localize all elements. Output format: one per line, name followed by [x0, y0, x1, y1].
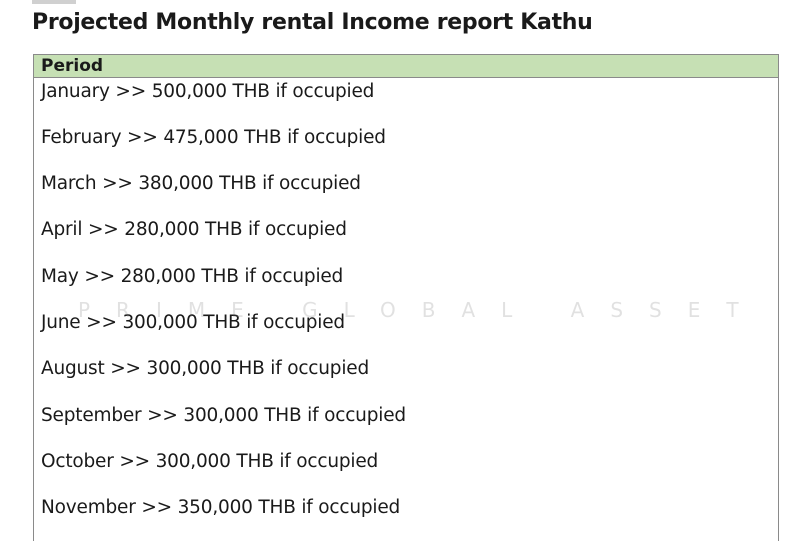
top-edge-fragment [32, 0, 76, 4]
table-row-june: June >> 300,000 THB if occupied [41, 312, 345, 333]
table-row-may: May >> 280,000 THB if occupied [41, 266, 344, 287]
table-header-period: Period [34, 55, 778, 78]
table-row-january: January >> 500,000 THB if occupied [41, 81, 375, 102]
table-row-march: March >> 380,000 THB if occupied [41, 173, 361, 194]
report-title: Projected Monthly rental Income report K… [32, 10, 593, 35]
table-row-february: February >> 475,000 THB if occupied [41, 127, 386, 148]
income-table: Period January >> 500,000 THB if occupie… [33, 54, 779, 541]
table-row-november: November >> 350,000 THB if occupied [41, 497, 401, 518]
table-row-august: August >> 300,000 THB if occupied [41, 358, 369, 379]
watermark-text: PRIME GLOBAL ASSET [78, 298, 765, 322]
table-row-october: October >> 300,000 THB if occupied [41, 451, 379, 472]
table-row-april: April >> 280,000 THB if occupied [41, 219, 347, 240]
table-row-september: September >> 300,000 THB if occupied [41, 405, 406, 426]
